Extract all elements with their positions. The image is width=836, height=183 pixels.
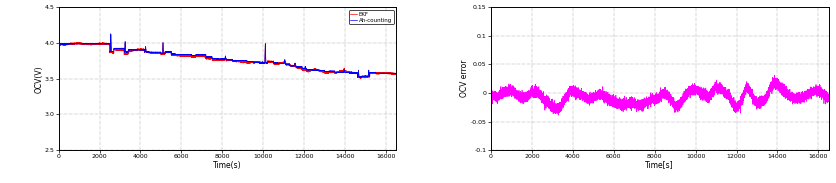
EKF <box>355 77 365 79</box>
Ah-counting <box>391 72 401 74</box>
EKF <box>197 55 207 57</box>
Ah-counting <box>105 33 115 35</box>
X-axis label: Time(s): Time(s) <box>213 161 242 170</box>
Ah-counting <box>355 76 365 78</box>
EKF <box>182 55 192 57</box>
X-axis label: Time[s]: Time[s] <box>645 161 673 170</box>
Ah-counting <box>349 72 359 74</box>
EKF <box>291 66 301 68</box>
Y-axis label: OCV error: OCV error <box>460 60 469 97</box>
Ah-counting <box>370 72 380 74</box>
EKF <box>54 36 64 39</box>
Line: EKF: EKF <box>59 35 396 78</box>
Ah-counting <box>54 43 64 45</box>
EKF <box>349 72 359 74</box>
EKF <box>105 34 115 36</box>
Ah-counting <box>197 54 207 56</box>
Legend: EKF, Ah-counting: EKF, Ah-counting <box>349 10 393 24</box>
EKF <box>370 72 380 74</box>
EKF <box>128 49 138 51</box>
EKF <box>391 73 401 75</box>
Ah-counting <box>182 53 192 56</box>
Ah-counting <box>128 49 138 51</box>
Ah-counting <box>291 65 301 67</box>
Line: Ah-counting: Ah-counting <box>59 34 396 77</box>
Y-axis label: OCV(V): OCV(V) <box>34 65 43 92</box>
